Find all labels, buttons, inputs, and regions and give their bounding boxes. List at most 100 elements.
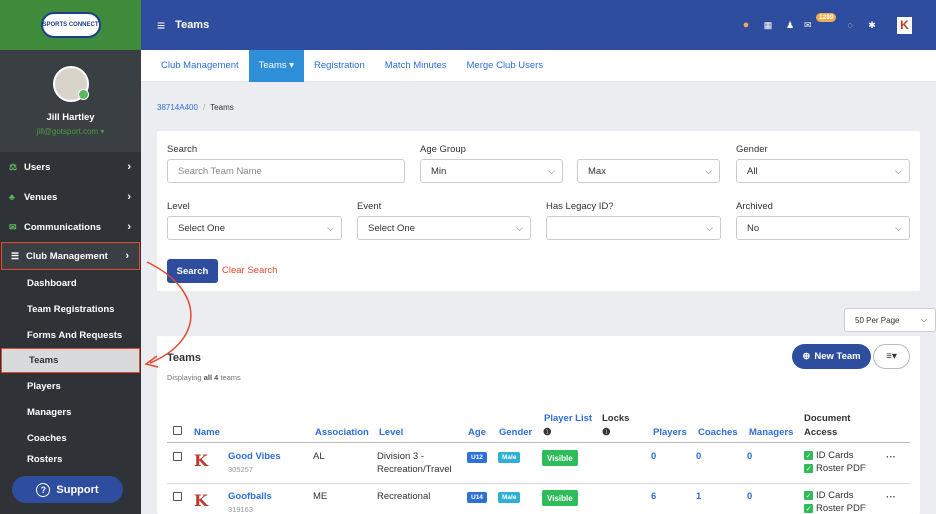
chevron-down-icon: ⌵ (920, 315, 927, 324)
row-actions-icon[interactable]: ··· (886, 492, 896, 503)
avatar[interactable] (52, 66, 89, 102)
support-button[interactable]: ? Support (12, 476, 123, 503)
subnav-dashboard[interactable]: Dashboard (27, 277, 77, 289)
user-icon[interactable]: ♟ (785, 19, 795, 30)
help-icon[interactable]: ● (742, 19, 750, 31)
col-age[interactable]: Age (468, 427, 486, 438)
top-bar-icons: ● ▦ ♟ ✉ 1289 ◌ ✱ K (735, 0, 936, 50)
id-cards-label: ID Cards (816, 490, 854, 501)
id-cards-access[interactable]: ✓ ID Cards (804, 450, 853, 461)
legacy-id-select[interactable]: ⌵ (546, 216, 721, 240)
sidebar-item-label: Venues (24, 191, 58, 203)
breadcrumb-link[interactable]: 38714A400 (157, 103, 198, 112)
subnav-teams[interactable]: Teams (1, 348, 140, 373)
team-association: ME (313, 491, 328, 502)
sidebar-item-label: Club Management (26, 250, 108, 262)
team-level-line1: Recreational (377, 491, 431, 502)
tab-teams[interactable]: Teams ▾ (248, 49, 305, 82)
tab-merge-club-users[interactable]: Merge Club Users (466, 60, 544, 71)
col-players[interactable]: Players (653, 427, 687, 438)
new-team-button[interactable]: ⊕ New Team (792, 344, 871, 369)
col-managers[interactable]: Managers (749, 427, 794, 438)
col-gender[interactable]: Gender (499, 427, 533, 438)
age-max-select[interactable]: Max ⌵ (577, 159, 720, 183)
top-bar: ≡ Teams ● ▦ ♟ ✉ 1289 ◌ ✱ K (141, 0, 936, 50)
subnav-team-registrations[interactable]: Team Registrations (27, 303, 115, 315)
subnav-rosters[interactable]: Rosters (27, 454, 63, 465)
col-level[interactable]: Level (379, 427, 404, 438)
team-logo-icon: K (194, 491, 208, 510)
per-page-select[interactable]: 50 Per Page ⌵ (844, 308, 936, 332)
age-min-select[interactable]: Min ⌵ (420, 159, 563, 183)
team-id: 319163 (228, 505, 254, 514)
roster-pdf-label: Roster PDF (816, 503, 866, 514)
subnav-players[interactable]: Players (27, 380, 61, 392)
archived-select[interactable]: No ⌵ (736, 216, 910, 240)
chevron-down-icon: ⌵ (516, 222, 523, 233)
players-count[interactable]: 6 (651, 491, 657, 502)
sidebar-item-venues[interactable]: ♣ Venues › (0, 182, 141, 212)
col-association[interactable]: Association (315, 427, 369, 438)
managers-count[interactable]: 0 (747, 451, 753, 462)
gear-icon[interactable]: ✱ (868, 19, 876, 30)
teams-heading: Teams (167, 352, 202, 364)
count-suffix: teams (218, 373, 241, 382)
search-input[interactable]: Search Team Name (167, 159, 405, 183)
checkbox-checked-icon: ✓ (804, 464, 813, 473)
gender-badge: Male (498, 492, 521, 503)
user-name: Jill Hartley (46, 112, 95, 123)
age-badge: U12 (467, 452, 487, 463)
roster-pdf-access[interactable]: ✓ Roster PDF (804, 463, 866, 474)
player-list-visible-toggle[interactable]: Visible (542, 490, 578, 506)
mail-icon[interactable]: ✉ 1289 (801, 12, 839, 31)
tab-match-minutes[interactable]: Match Minutes (384, 60, 447, 71)
subnav-coaches[interactable]: Coaches (27, 432, 67, 444)
users-icon: ⚖ (9, 161, 18, 172)
club-logo[interactable]: SPORTS CONNECT (0, 0, 141, 50)
sidebar-item-club-management[interactable]: ☰ Club Management › (1, 242, 140, 270)
clear-search-button[interactable]: Clear Search (222, 265, 278, 276)
coaches-count[interactable]: 1 (696, 491, 702, 502)
user-profile: Jill Hartley jill@gotsport.com ▾ (0, 50, 141, 152)
archived-label: Archived (736, 201, 773, 212)
col-player-list[interactable]: Player List (544, 413, 593, 424)
breadcrumb-current: Teams (210, 103, 234, 112)
col-name[interactable]: Name (194, 427, 220, 438)
chevron-down-icon: ⌵ (895, 222, 902, 233)
players-count[interactable]: 0 (651, 451, 657, 462)
logo-text: SPORTS CONNECT (40, 12, 101, 38)
info-icon: ❶ (602, 427, 611, 438)
managers-count[interactable]: 0 (747, 491, 753, 502)
tab-club-management[interactable]: Club Management (161, 60, 239, 71)
gender-select[interactable]: All ⌵ (736, 159, 910, 183)
hamburger-menu-icon[interactable]: ≡ (157, 17, 166, 33)
header-divider (167, 442, 910, 443)
chevron-down-icon: ⌵ (327, 222, 334, 233)
select-all-checkbox[interactable] (173, 426, 182, 435)
row-actions-icon[interactable]: ··· (886, 452, 896, 463)
coaches-count[interactable]: 0 (696, 451, 702, 462)
id-cards-access[interactable]: ✓ ID Cards (804, 490, 853, 501)
search-button[interactable]: Search (167, 259, 218, 283)
sidebar-item-label: Users (24, 161, 51, 173)
sidebar-item-users[interactable]: ⚖ Users › (0, 152, 141, 182)
page-title: Teams (175, 19, 210, 31)
qr-code-icon[interactable]: ▦ (763, 19, 773, 30)
brand-logo-icon[interactable]: K (897, 16, 912, 34)
row-checkbox[interactable] (173, 492, 182, 501)
player-list-visible-toggle[interactable]: Visible (542, 450, 578, 466)
table-options-button[interactable]: ≡▾ (873, 344, 910, 369)
event-select[interactable]: Select One ⌵ (357, 216, 531, 240)
user-email-dropdown[interactable]: jill@gotsport.com ▾ (36, 127, 105, 136)
sidebar-item-communications[interactable]: ✉ Communications › (0, 212, 141, 242)
level-select[interactable]: Select One ⌵ (167, 216, 342, 240)
tab-registration[interactable]: Registration (314, 60, 365, 71)
subnav-forms-and-requests[interactable]: Forms And Requests (27, 329, 123, 341)
team-name-link[interactable]: Goofballs (228, 491, 272, 502)
chat-icon[interactable]: ◌ (847, 20, 853, 30)
col-coaches[interactable]: Coaches (698, 427, 738, 438)
subnav-managers[interactable]: Managers (27, 406, 72, 418)
roster-pdf-access[interactable]: ✓ Roster PDF (804, 503, 866, 514)
team-name-link[interactable]: Good Vibes (228, 451, 281, 462)
row-checkbox[interactable] (173, 452, 182, 461)
